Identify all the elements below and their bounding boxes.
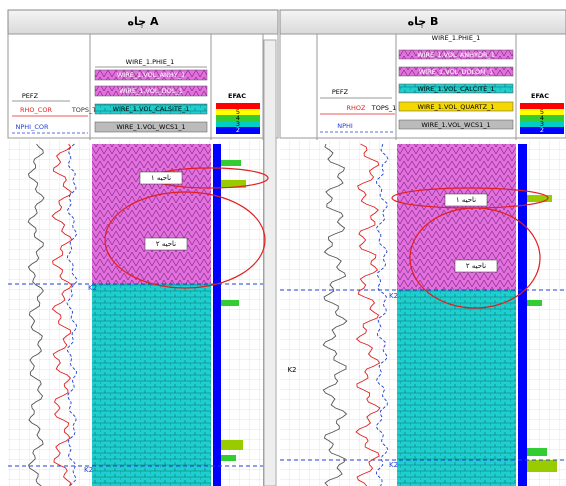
- zone-label: ناحیه ۲: [156, 240, 176, 248]
- pef-curve: [27, 143, 45, 486]
- panel-title: چاه B: [408, 15, 439, 28]
- neutron-curve: [375, 143, 389, 486]
- top-marker: K2: [389, 292, 398, 300]
- calcite-fill: [92, 284, 211, 486]
- curve-label: TOPS_T: [71, 106, 96, 114]
- curve-label: PEFZ: [22, 92, 39, 100]
- top-marker: K2: [84, 466, 93, 474]
- lithology-label: WIRE_1.VOL_DOLOM_1: [419, 68, 493, 76]
- pef-curve: [322, 143, 348, 486]
- panel-a: چاه A PEFZ RHO_COR TOPS_T NPHI_COR WIRE_…: [7, 9, 279, 486]
- anhydrite-fill: [92, 144, 211, 284]
- lithology-label: WIRE_1.VOL_QUARTZ_1: [418, 103, 495, 111]
- efac-legend: 4: [236, 114, 240, 122]
- lithology-label: WIRE_1.VOL_DOL_1: [119, 87, 183, 95]
- efac-legend: 5: [540, 108, 544, 116]
- curve-label: PEFZ: [332, 88, 349, 96]
- lithology-label: WIRE_1.PHIE_1: [126, 58, 175, 66]
- lithology-label: WIRE_1.VOL_ANHYDR_1: [417, 51, 495, 59]
- calcite-fill: [397, 290, 516, 486]
- efac-legend: 3: [236, 120, 240, 128]
- curve-label: TOPS_1: [371, 104, 397, 112]
- curve-label: RHOZ: [347, 104, 367, 112]
- lithology-label: WIRE_1.VOL_WCS1_1: [421, 121, 490, 129]
- zone-label: ناحیه ۱: [151, 174, 171, 182]
- curve-label: NPHI_COR: [15, 123, 48, 131]
- scrollbar[interactable]: [263, 39, 277, 486]
- efac-legend: 5: [236, 108, 240, 116]
- efac-title: EFAC: [228, 92, 246, 100]
- top-marker: K2: [88, 284, 97, 292]
- log-curves: [27, 143, 389, 486]
- efac-legend: 2: [236, 126, 240, 134]
- lithology-label: WIRE_1.VOL_CALCITE_1: [417, 85, 494, 93]
- top-marker: K2: [389, 461, 398, 469]
- efac-bar: [213, 144, 221, 486]
- efac-legend: 4: [540, 114, 544, 122]
- efac-title: EFAC: [531, 92, 549, 100]
- neutron-curve: [66, 143, 78, 486]
- efac-legend: 2: [540, 126, 544, 134]
- efac-legend: 3: [540, 120, 544, 128]
- efac-bar: [518, 144, 527, 486]
- curve-label: NPHI: [337, 122, 353, 130]
- zone-axis-label: K2: [287, 366, 296, 374]
- panel-header: [7, 9, 279, 35]
- lithology-label: WIRE_1.VOL_ANHY_1: [117, 71, 185, 79]
- lithology-label: WIRE_1.VOL_WCS1_1: [116, 123, 185, 131]
- zone-label: ناحیه ۲: [466, 262, 486, 270]
- lithology-label: WIRE_1.VOL_CALSITE_1: [113, 105, 190, 113]
- panel-title: چاه A: [128, 15, 159, 28]
- density-curve: [355, 143, 381, 486]
- curve-label: RHO_COR: [20, 106, 52, 114]
- zone-label: ناحیه ۱: [456, 196, 476, 204]
- density-curve: [51, 143, 73, 486]
- lithology-label: WIRE_1.PHIE_1: [432, 34, 481, 42]
- panel-b: چاه B PEFZ RHOZ TOPS_1 NPHI WIRE_1.PHIE_…: [279, 9, 566, 486]
